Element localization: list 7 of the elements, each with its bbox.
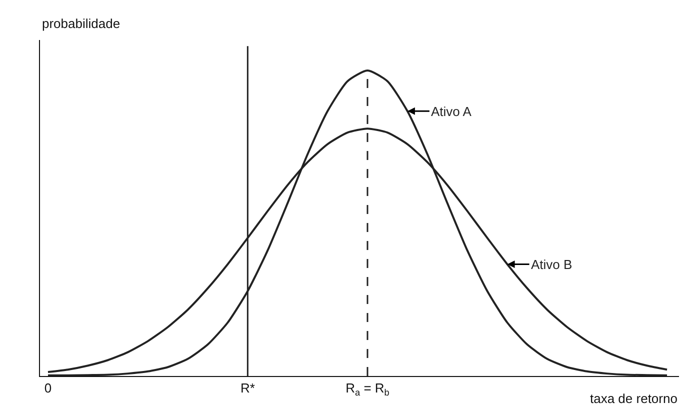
- x-tick-label: R$_{a}$ = R$_{b}$: [346, 380, 390, 398]
- series-label: Ativo B: [531, 257, 572, 272]
- series-label: Ativo A: [431, 104, 472, 119]
- y-axis-title: probabilidade: [42, 16, 120, 31]
- x-axis-title: taxa de retorno: [590, 391, 678, 406]
- x-tick-label: 0: [44, 380, 52, 396]
- x-tick-label: R*: [240, 380, 255, 396]
